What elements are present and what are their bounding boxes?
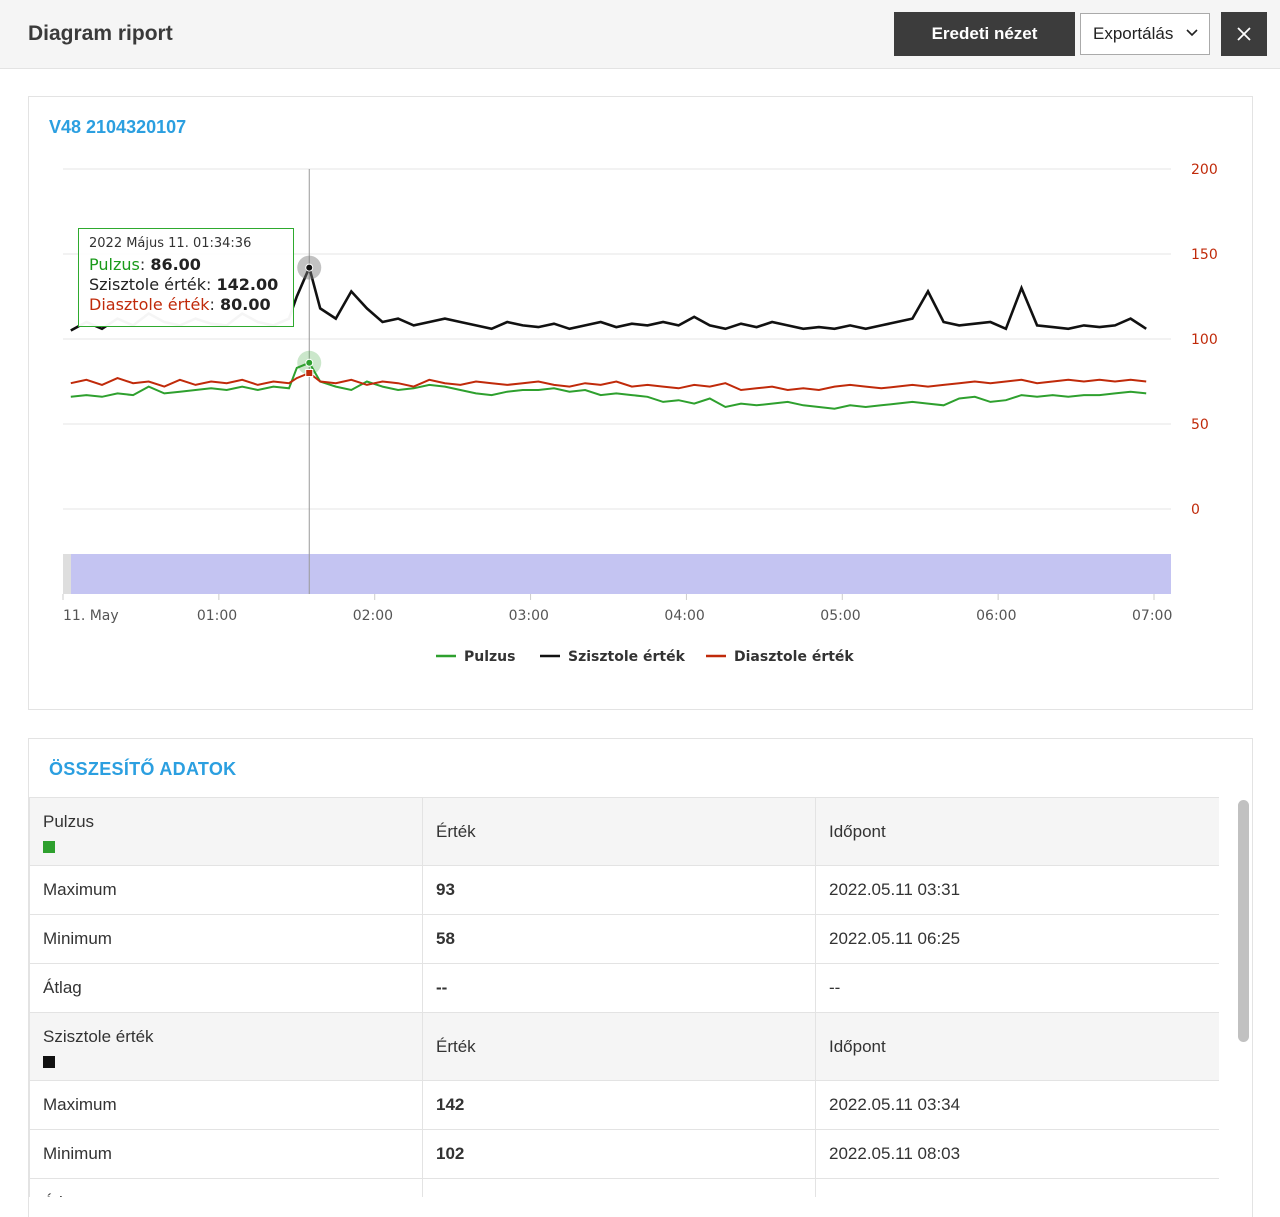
hover-point (305, 358, 314, 367)
table-row: Átlag---- (29, 963, 1219, 1013)
series-line (70, 371, 1147, 392)
row-value: 58 (422, 914, 816, 964)
row-label: Minimum (29, 914, 423, 964)
tooltip-label: Szisztole érték (89, 275, 206, 294)
row-value: 142 (422, 1080, 816, 1130)
x-tick-label: 03:00 (509, 608, 549, 624)
scrollbar-thumb[interactable] (1238, 800, 1249, 1042)
navigator-handle (63, 554, 71, 594)
summary-table-wrap[interactable]: Pulzus Érték Időpont Maximum 93 2022.05.11 03… (29, 797, 1219, 1197)
table-row: Minimum 58 2022.05.11 06:25 (29, 914, 1219, 964)
group-name: Pulzus (43, 812, 95, 831)
row-label: Minimum (29, 1129, 423, 1179)
hover-point (305, 263, 314, 272)
row-time: -- (815, 963, 1219, 1013)
series-line (70, 361, 1147, 410)
tooltip-label: Pulzus (89, 255, 140, 274)
row-time: -- (815, 1178, 1219, 1197)
column-header-value: Érték (422, 1012, 816, 1081)
row-value: 93 (422, 865, 816, 915)
chart-tooltip: 2022 Május 11. 01:34:36 Pulzus: 86.00 Sz… (78, 228, 294, 327)
row-label: Maximum (29, 865, 423, 915)
x-tick-label: 06:00 (976, 608, 1016, 624)
tooltip-label: Diasztole érték (89, 295, 210, 314)
export-select[interactable]: Exportálás (1080, 13, 1210, 55)
close-button[interactable] (1221, 12, 1267, 56)
y-tick-label: 150 (1191, 247, 1218, 263)
row-label: Átlag (29, 963, 423, 1013)
x-tick-label: 04:00 (664, 608, 704, 624)
x-tick-label: 05:00 (820, 608, 860, 624)
summary-table: Pulzus Érték Időpont Maximum 93 2022.05.11 03… (29, 797, 1219, 1197)
tooltip-value: 86.00 (150, 255, 201, 274)
navigator-band (63, 554, 1171, 594)
color-swatch (43, 841, 55, 853)
row-time: 2022.05.11 08:03 (815, 1129, 1219, 1179)
x-tick-label: 02:00 (353, 608, 393, 624)
summary-group-header: Pulzus Érték Időpont (29, 797, 1219, 866)
legend-label: Szisztole érték (568, 649, 686, 665)
header-bar: Diagram riport Eredeti nézet Exportálás (0, 0, 1280, 69)
table-row: Maximum 142 2022.05.11 03:34 (29, 1080, 1219, 1130)
line-chart[interactable]: 200 150 100 50 0 11. May 01:00 02:00 03:00 04:00 0… (29, 97, 1254, 711)
chevron-down-icon (1186, 29, 1198, 37)
row-value: 102 (422, 1129, 816, 1179)
column-header-time: Időpont (815, 797, 1219, 866)
tooltip-datetime: 2022 Május 11. 01:34:36 (89, 236, 252, 251)
table-row: Maximum 93 2022.05.11 03:31 (29, 865, 1219, 915)
column-header-value: Érték (422, 797, 816, 866)
x-tick-label: 11. May (63, 608, 119, 624)
group-name: Szisztole érték (43, 1027, 154, 1046)
group-name-cell: Szisztole érték (29, 1012, 423, 1081)
y-tick-label: 200 (1191, 162, 1218, 178)
hover-point (305, 369, 314, 377)
row-value: -- (422, 963, 816, 1013)
row-label: Átlag (29, 1178, 423, 1197)
row-label: Maximum (29, 1080, 423, 1130)
reset-view-button[interactable]: Eredeti nézet (894, 12, 1075, 56)
summary-title: ÖSSZESÍTŐ ADATOK (49, 759, 237, 779)
tooltip-row-diastolic: Diasztole érték: 80.00 (89, 295, 271, 314)
tooltip-row-systolic: Szisztole érték: 142.00 (89, 275, 279, 294)
row-time: 2022.05.11 03:34 (815, 1080, 1219, 1130)
legend-label: Diasztole érték (734, 649, 854, 665)
tooltip-row-pulse: Pulzus: 86.00 (89, 255, 201, 274)
row-value: -- (422, 1178, 816, 1197)
x-tick-label: 07:00 (1132, 608, 1172, 624)
color-swatch (43, 1056, 55, 1068)
row-time: 2022.05.11 03:31 (815, 865, 1219, 915)
table-row: Átlag---- (29, 1178, 1219, 1197)
legend-label: Pulzus (464, 649, 515, 665)
group-name-cell: Pulzus (29, 797, 423, 866)
summary-panel: ÖSSZESÍTŐ ADATOK Pulzus Érték Időpont Maxim… (28, 738, 1253, 1217)
table-row: Minimum 102 2022.05.11 08:03 (29, 1129, 1219, 1179)
chart-title: V48 2104320107 (49, 117, 187, 137)
export-select-label: Exportálás (1093, 24, 1174, 43)
summary-group-header: Szisztole érték Érték Időpont (29, 1012, 1219, 1081)
y-tick-label: 0 (1191, 502, 1200, 518)
x-tick-label: 01:00 (197, 608, 237, 624)
page-title: Diagram riport (28, 22, 173, 45)
y-tick-label: 100 (1191, 332, 1218, 348)
chart-panel: V48 2104320107 200 150 100 50 0 11. May 01:00 0… (28, 96, 1253, 710)
tooltip-value: 80.00 (220, 295, 271, 314)
tooltip-value: 142.00 (216, 275, 279, 294)
column-header-time: Időpont (815, 1012, 1219, 1081)
row-time: 2022.05.11 06:25 (815, 914, 1219, 964)
close-icon (1237, 27, 1251, 41)
y-tick-label: 50 (1191, 417, 1209, 433)
